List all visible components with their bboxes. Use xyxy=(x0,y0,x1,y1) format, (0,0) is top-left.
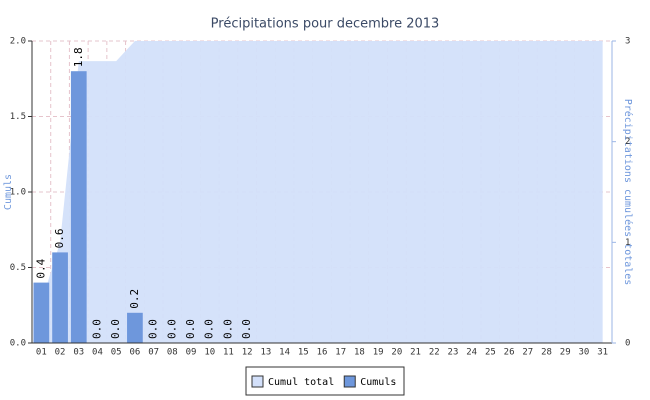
y-tick-label: 0.0 xyxy=(10,339,26,349)
value-label: 0.0 xyxy=(203,319,216,339)
x-tick-label: 01 xyxy=(36,348,47,358)
x-tick-label: 29 xyxy=(560,348,571,358)
value-label: 1.8 xyxy=(72,47,85,67)
x-tick-label: 14 xyxy=(279,348,290,358)
value-label: 0.6 xyxy=(53,229,66,249)
x-tick-label: 06 xyxy=(129,348,140,358)
x-tick-label: 18 xyxy=(354,348,365,358)
legend-label: Cumul total xyxy=(268,377,334,388)
x-tick-label: 10 xyxy=(204,348,215,358)
x-tick-label: 05 xyxy=(111,348,122,358)
x-tick-label: 27 xyxy=(522,348,533,358)
x-tick-label: 17 xyxy=(335,348,346,358)
value-label: 0.4 xyxy=(34,258,47,278)
value-label: 0.0 xyxy=(165,319,178,339)
value-label: 0.0 xyxy=(109,319,122,339)
legend-swatch xyxy=(251,375,264,388)
y2-tick-label: 1 xyxy=(625,238,630,248)
legend-label: Cumuls xyxy=(360,377,396,388)
value-label: 0.0 xyxy=(240,319,253,339)
bar xyxy=(70,71,87,343)
value-label: 0.0 xyxy=(184,319,197,339)
x-tick-label: 15 xyxy=(298,348,309,358)
area xyxy=(41,41,603,343)
value-label: 0.0 xyxy=(90,319,103,339)
x-tick-label: 02 xyxy=(55,348,66,358)
x-tick-label: 25 xyxy=(485,348,496,358)
x-tick-label: 04 xyxy=(92,348,103,358)
x-tick-label: 11 xyxy=(223,348,234,358)
y-tick-label: 2.0 xyxy=(10,37,26,47)
x-tick-label: 07 xyxy=(148,348,159,358)
y-tick-label: 1.0 xyxy=(10,188,26,198)
value-label: 0.0 xyxy=(147,319,160,339)
x-tick-label: 28 xyxy=(541,348,552,358)
x-tick-label: 23 xyxy=(448,348,459,358)
value-label: 0.0 xyxy=(221,319,234,339)
x-tick-label: 24 xyxy=(466,348,477,358)
x-tick-label: 09 xyxy=(186,348,197,358)
bar xyxy=(52,252,68,343)
x-tick-label: 12 xyxy=(242,348,253,358)
x-tick-label: 13 xyxy=(260,348,271,358)
y2-axis-title: Précipitations cumulées totales xyxy=(622,99,634,286)
legend-swatch xyxy=(343,375,356,388)
y2-tick-label: 0 xyxy=(625,339,630,349)
bar xyxy=(127,312,143,343)
value-label: 0.2 xyxy=(128,289,141,309)
x-tick-label: 21 xyxy=(410,348,421,358)
x-tick-label: 03 xyxy=(73,348,84,358)
x-tick-label: 30 xyxy=(579,348,590,358)
chart-title: Précipitations pour decembre 2013 xyxy=(211,17,440,32)
x-tick-label: 22 xyxy=(429,348,440,358)
y2-tick-label: 2 xyxy=(625,137,630,147)
y-tick-label: 0.5 xyxy=(10,263,26,273)
y2-tick-label: 3 xyxy=(625,37,630,47)
x-tick-label: 19 xyxy=(373,348,384,358)
x-tick-label: 16 xyxy=(317,348,328,358)
x-tick-label: 08 xyxy=(167,348,178,358)
x-tick-label: 31 xyxy=(597,348,608,358)
y-axis-title: Cumuls xyxy=(3,174,14,210)
x-tick-label: 26 xyxy=(504,348,515,358)
x-tick-label: 20 xyxy=(391,348,402,358)
y-tick-label: 1.5 xyxy=(10,112,26,122)
legend xyxy=(245,366,405,396)
bar xyxy=(33,282,50,343)
